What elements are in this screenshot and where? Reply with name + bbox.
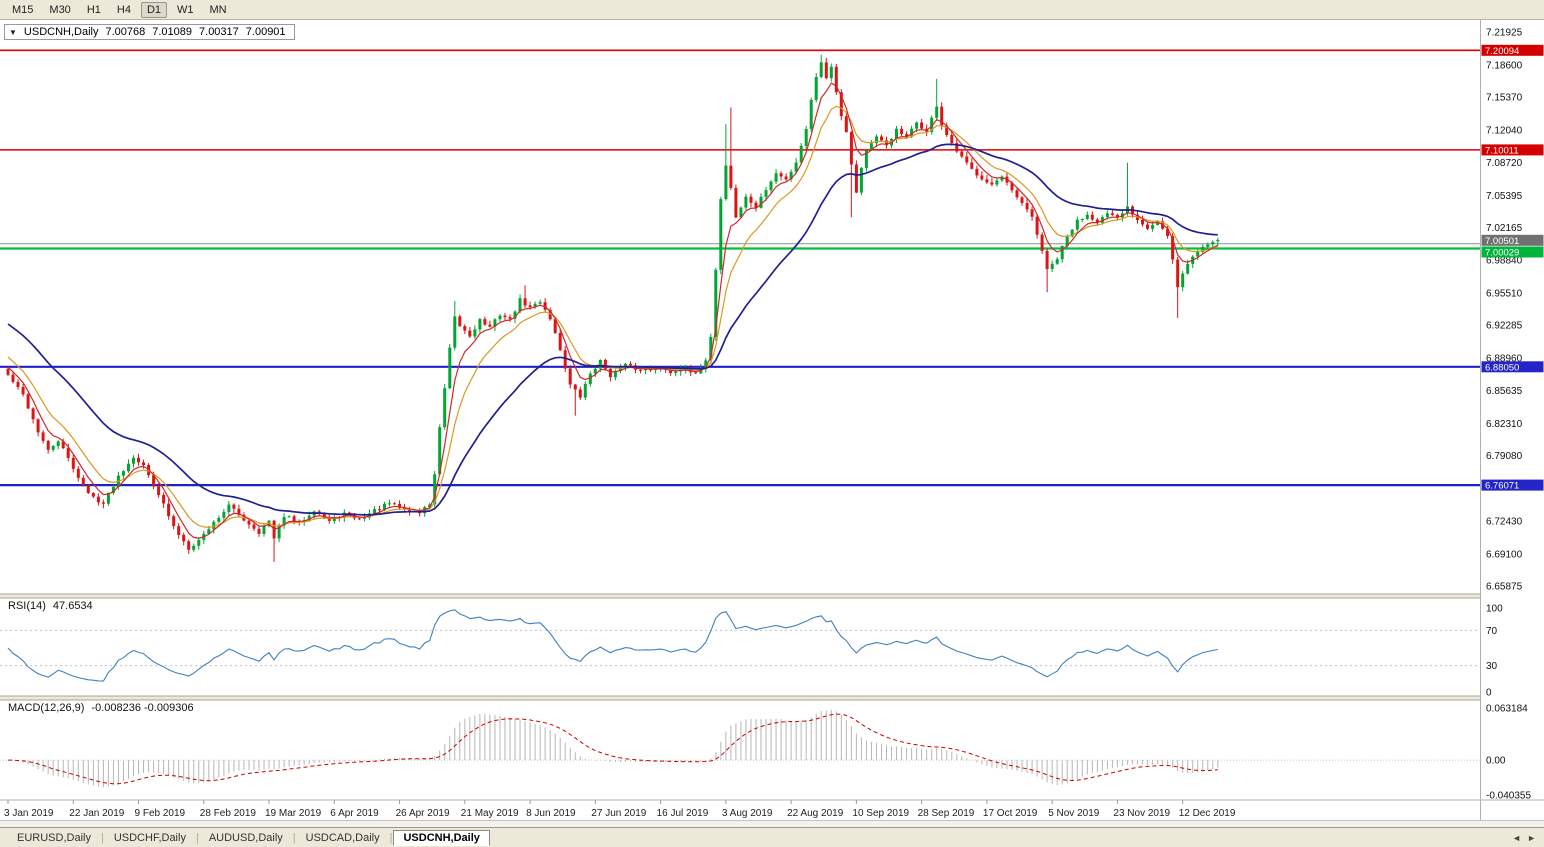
svg-text:6.98840: 6.98840: [1486, 256, 1523, 267]
svg-text:-0.040355: -0.040355: [1486, 791, 1531, 802]
svg-text:3 Aug 2019: 3 Aug 2019: [722, 808, 773, 819]
timeframe-button-w1[interactable]: W1: [177, 3, 194, 16]
chart-tab-eurusd[interactable]: EURUSD,Daily: [17, 831, 91, 844]
ma-slow-line: [7, 143, 1218, 516]
svg-text:6.82310: 6.82310: [1486, 419, 1523, 430]
svg-text:7.02165: 7.02165: [1486, 223, 1523, 234]
chart-area[interactable]: 7.21925 7.18600 7.15370 7.12040 7.08720 7.053…: [0, 20, 1544, 827]
rsi-line: [7, 609, 1218, 682]
chart-title-box[interactable]: ▼ USDCNH,Daily 7.00768 7.01089 7.00317 7…: [4, 24, 295, 40]
timeframe-buttons: M15 M30 H1 H4 D1 W1 MN: [6, 1, 233, 18]
svg-text:17 Oct 2019: 17 Oct 2019: [983, 808, 1038, 819]
chart-tab-usdcnh[interactable]: USDCNH,Daily: [393, 829, 490, 846]
svg-text:100: 100: [1486, 604, 1503, 615]
svg-text:28 Feb 2019: 28 Feb 2019: [200, 808, 257, 819]
svg-text:7.08720: 7.08720: [1486, 158, 1523, 169]
timeframe-button-m15[interactable]: M15: [12, 3, 34, 16]
time-axis[interactable]: 3 Jan 2019 22 Jan 2019 9 Feb 2019 28 Feb 20…: [4, 800, 1236, 819]
svg-text:5 Nov 2019: 5 Nov 2019: [1048, 808, 1100, 819]
svg-text:6.85635: 6.85635: [1486, 386, 1523, 397]
svg-text:16 Jul 2019: 16 Jul 2019: [657, 808, 709, 819]
svg-text:19 Mar 2019: 19 Mar 2019: [265, 808, 322, 819]
ohlc-high: 7.01089: [152, 26, 193, 38]
svg-text:0.00: 0.00: [1486, 756, 1506, 767]
macd-signal-line: [7, 713, 1218, 785]
svg-text:27 Jun 2019: 27 Jun 2019: [591, 808, 646, 819]
svg-text:7.10011: 7.10011: [1485, 145, 1519, 156]
svg-text:7.18600: 7.18600: [1486, 61, 1523, 72]
chart-tabs: EURUSD,Daily | USDCHF,Daily | AUDUSD,Daily | U…: [8, 829, 490, 846]
chart-canvas[interactable]: 7.21925 7.18600 7.15370 7.12040 7.08720 7.053…: [0, 20, 1544, 827]
tab-separator: |: [389, 831, 393, 844]
svg-text:7.20094: 7.20094: [1485, 46, 1519, 57]
macd-values: -0.008236 -0.009306: [91, 702, 194, 714]
svg-text:6 Apr 2019: 6 Apr 2019: [330, 808, 379, 819]
price-axis[interactable]: 7.21925 7.18600 7.15370 7.12040 7.08720 7.053…: [1481, 28, 1544, 802]
svg-text:22 Aug 2019: 22 Aug 2019: [787, 808, 844, 819]
svg-text:7.21925: 7.21925: [1486, 28, 1523, 39]
svg-text:7.00501: 7.00501: [1485, 236, 1519, 247]
svg-text:6.72430: 6.72430: [1486, 517, 1523, 528]
timeframe-button-m30[interactable]: M30: [49, 3, 71, 16]
svg-text:8 Jun 2019: 8 Jun 2019: [526, 808, 576, 819]
svg-text:26 Apr 2019: 26 Apr 2019: [396, 808, 450, 819]
timeframe-button-h4[interactable]: H4: [116, 3, 131, 16]
rsi-value: 47.6534: [52, 600, 93, 612]
chart-symbol-label: USDCNH,Daily: [23, 26, 99, 38]
tab-separator: |: [195, 831, 199, 844]
svg-text:9 Feb 2019: 9 Feb 2019: [135, 808, 186, 819]
svg-text:7.12040: 7.12040: [1486, 125, 1523, 136]
svg-text:6.88960: 6.88960: [1486, 353, 1523, 364]
svg-text:6.79080: 6.79080: [1486, 451, 1523, 462]
svg-text:12 Dec 2019: 12 Dec 2019: [1179, 808, 1236, 819]
tab-separator: |: [100, 831, 104, 844]
tab-separator: |: [292, 831, 296, 844]
rsi-indicator-label: RSI(14) 47.6534: [6, 600, 95, 612]
chart-tab-usdchf[interactable]: USDCHF,Daily: [113, 831, 186, 844]
svg-text:6.76071: 6.76071: [1485, 481, 1519, 492]
svg-text:22 Jan 2019: 22 Jan 2019: [69, 808, 124, 819]
chart-tabbar: EURUSD,Daily | USDCHF,Daily | AUDUSD,Daily | U…: [0, 827, 1544, 847]
ohlc-close: 7.00901: [245, 26, 286, 38]
candles-group: [6, 54, 1220, 562]
svg-text:6.88050: 6.88050: [1485, 362, 1519, 373]
tab-scroll-nav: ◄ ►: [1512, 833, 1544, 843]
svg-text:6.95510: 6.95510: [1486, 289, 1523, 300]
svg-text:6.65875: 6.65875: [1486, 581, 1523, 592]
svg-text:70: 70: [1486, 626, 1498, 637]
ohlc-open: 7.00768: [105, 26, 146, 38]
svg-text:0.063184: 0.063184: [1486, 704, 1528, 715]
svg-text:7.05395: 7.05395: [1486, 191, 1523, 202]
svg-text:0: 0: [1486, 688, 1492, 699]
svg-text:6.92285: 6.92285: [1486, 321, 1523, 332]
svg-text:30: 30: [1486, 661, 1498, 672]
scroll-left-icon[interactable]: ◄: [1512, 832, 1522, 843]
svg-text:7.15370: 7.15370: [1486, 92, 1523, 103]
chart-tab-usdcad[interactable]: USDCAD,Daily: [305, 831, 380, 844]
timeframe-button-d1[interactable]: D1: [140, 1, 167, 18]
macd-indicator-label: MACD(12,26,9) -0.008236 -0.009306: [6, 702, 196, 714]
timeframe-button-mn[interactable]: MN: [209, 3, 227, 16]
svg-text:10 Sep 2019: 10 Sep 2019: [852, 808, 909, 819]
ma-medium-line: [7, 105, 1218, 529]
dropdown-icon[interactable]: ▼: [9, 27, 17, 37]
timeframe-toolbar: M15 M30 H1 H4 D1 W1 MN: [0, 0, 1544, 20]
ma-fast-line: [7, 82, 1219, 539]
rsi-name: RSI(14): [8, 600, 46, 612]
scroll-right-icon[interactable]: ►: [1527, 832, 1536, 843]
svg-text:28 Sep 2019: 28 Sep 2019: [918, 808, 975, 819]
svg-text:6.69100: 6.69100: [1486, 550, 1523, 561]
svg-text:21 May 2019: 21 May 2019: [461, 808, 519, 819]
timeframe-button-h1[interactable]: H1: [86, 3, 101, 16]
macd-name: MACD(12,26,9): [8, 702, 85, 714]
chart-tab-audusd[interactable]: AUDUSD,Daily: [208, 831, 283, 844]
horizontal-levels[interactable]: [0, 49, 1480, 487]
svg-text:7.00029: 7.00029: [1485, 248, 1519, 259]
svg-text:3 Jan 2019: 3 Jan 2019: [4, 808, 54, 819]
svg-text:23 Nov 2019: 23 Nov 2019: [1113, 808, 1170, 819]
ohlc-low: 7.00317: [199, 26, 239, 38]
